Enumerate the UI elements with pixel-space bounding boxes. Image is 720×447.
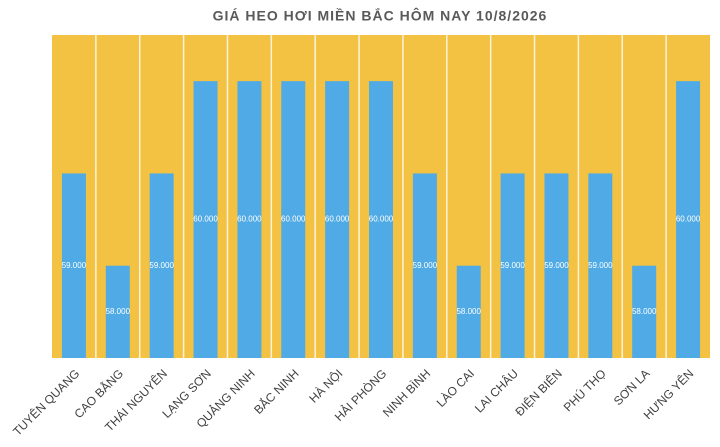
value-label: 59.000 (149, 261, 174, 270)
value-label: 58.000 (632, 307, 657, 316)
bar (61, 173, 86, 358)
x-tick-label: PHÚ THỌ (560, 366, 609, 415)
value-label: 59.000 (500, 261, 525, 270)
value-label: 59.000 (62, 261, 87, 270)
x-tick-label: BẮC NINH (250, 366, 301, 417)
bar (193, 81, 218, 359)
bar (500, 173, 525, 358)
bar (632, 265, 657, 358)
bar (149, 173, 174, 358)
value-label: 60.000 (281, 215, 306, 224)
value-label: 60.000 (237, 215, 262, 224)
value-label: 60.000 (325, 215, 350, 224)
bar (544, 173, 569, 358)
bar (105, 265, 130, 358)
bar (369, 81, 393, 359)
bar (412, 173, 437, 358)
x-tick-label: NINH BÌNH (379, 366, 433, 420)
value-label: 59.000 (544, 261, 569, 270)
x-tick-label: LÀO CAI (433, 366, 477, 410)
value-label: 60.000 (193, 215, 218, 224)
bar (676, 81, 701, 359)
x-tick-label: ĐIỆN BIÊN (512, 366, 565, 419)
value-label: 58.000 (456, 307, 481, 316)
value-label: 59.000 (413, 261, 438, 270)
bar (588, 173, 613, 358)
bar (281, 81, 306, 359)
value-label: 59.000 (588, 261, 613, 270)
value-label: 60.000 (369, 215, 394, 224)
bar (325, 81, 350, 359)
value-label: 58.000 (106, 307, 131, 316)
bar (237, 81, 262, 359)
x-tick-label: TUYÊN QUANG (9, 366, 82, 439)
chart-title: GIÁ HEO HƠI MIỀN BẮC HÔM NAY 10/8/2026 (213, 7, 548, 24)
bar (456, 265, 481, 358)
value-label: 60.000 (676, 215, 701, 224)
x-tick-label: HÀ NỘI (306, 366, 346, 406)
x-tick-label: SƠN LA (611, 366, 653, 408)
